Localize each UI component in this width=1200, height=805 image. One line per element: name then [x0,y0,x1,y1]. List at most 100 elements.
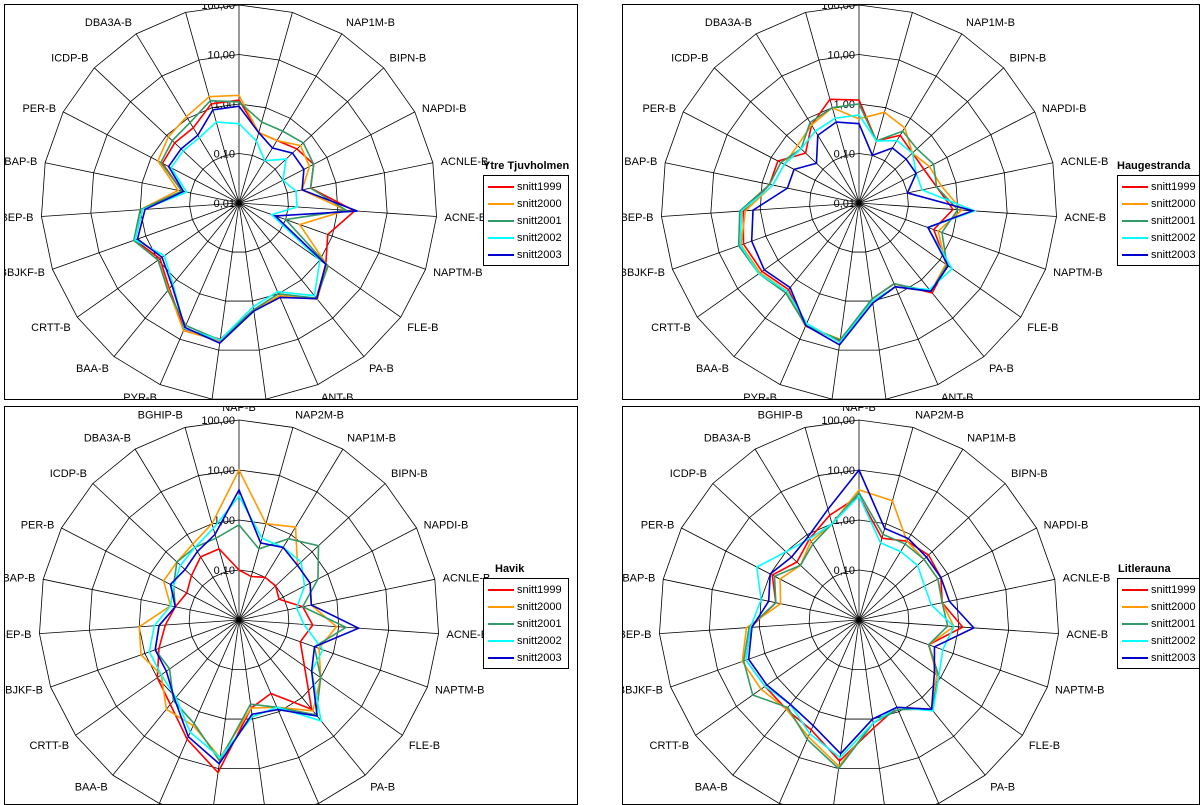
legend-label: snitt2003 [1151,248,1196,261]
grid-ring [39,419,439,804]
spoke [858,483,1006,621]
category-label: CRTT-B [651,322,691,334]
spoke [238,483,386,621]
spoke [45,162,240,204]
radial-tick-label: 10,00 [207,50,235,62]
radial-tick-label: 100,00 [201,415,235,427]
spoke [238,202,365,357]
radar-panel-haugestranda: 0,010,101,0010,00100,00NAP-BNAP2M-BNAP1M… [622,4,1200,400]
category-label: NAPDI-B [1044,519,1089,531]
series-line-snitt2003 [154,488,361,766]
spoke [665,162,860,204]
legend-item-snitt2001: snitt2001 [1122,615,1198,632]
legend-swatch [1122,622,1148,625]
legend-label: snitt2001 [517,214,562,227]
category-label: FLE-B [1029,740,1060,752]
spoke [238,578,435,621]
category-label: BGHIP-B [758,5,803,7]
category-label: PA-B [990,781,1015,793]
grid-ring [90,54,388,351]
radial-tick-label: 0,10 [214,565,235,577]
category-label: NAP2M-B [915,5,964,7]
category-label: NAP1M-B [966,17,1015,29]
spoke [732,619,860,776]
legend-swatch [488,588,514,591]
legend-item-snitt2000: snitt2000 [1122,598,1198,615]
category-label: NAP1M-B [347,432,396,444]
legend-label: snitt1999 [517,583,562,596]
spoke [238,12,293,204]
grid-ring [661,5,1057,399]
category-label: ICDP-B [51,52,88,64]
series-line-snitt2002 [134,121,321,341]
category-label: BGHIP-B [138,410,183,422]
series-line-snitt2001 [742,491,949,770]
spoke [858,619,940,804]
legend: snitt1999 snitt2000 snitt2001 snitt2002 snit… [483,175,569,266]
spoke [858,33,963,204]
legend-swatch [1122,219,1148,222]
grid-ring [708,469,1010,770]
category-label: ACNE-B [1067,629,1109,641]
legend-label: snitt2000 [517,197,562,210]
legend-item-snitt2003: snitt2003 [1122,246,1198,263]
radial-tick-label: 100,00 [201,5,235,12]
legend-swatch [1122,236,1148,239]
category-label: NAPDI-B [422,103,467,115]
spoke [695,619,860,736]
category-label: NAP1M-B [967,432,1016,444]
spoke [733,202,860,357]
spoke [158,619,240,804]
category-label: ACNLE-B [1061,156,1109,168]
legend-item-snitt2001: snitt2001 [488,212,564,229]
legend: snitt1999 snitt2000 snitt2001 snitt2002 snit… [1117,175,1199,266]
spoke [858,527,1037,621]
legend-item-snitt1999: snitt1999 [488,178,564,195]
category-label: BIPN-B [1010,52,1047,64]
spoke [63,111,240,204]
category-label: DBA3A-B [704,432,751,444]
radar-panel-havik: 0,10 1,00 10,00 100,00 NAP-B NAP2M-B NAP1M-B BI… [4,406,578,805]
legend-label: snitt2002 [517,231,562,244]
legend-label: snitt1999 [1151,583,1196,596]
legend-swatch [488,253,514,256]
spoke [52,202,240,270]
series-line-snitt1999 [134,99,357,341]
series-line-snitt1999 [742,98,955,342]
spoke [661,202,860,217]
spoke [858,12,913,204]
spoke [858,202,939,385]
spoke [683,111,860,204]
category-label: BGHIP-B [758,410,803,422]
legend-label: snitt1999 [517,180,562,193]
spoke [238,619,265,804]
category-label: NAPDI-B [424,519,469,531]
spoke [778,619,860,804]
category-label: BEP-B [623,629,651,641]
legend-label: snitt2003 [517,248,562,261]
spoke [755,33,860,204]
radial-tick-label: 10,00 [207,465,235,477]
spoke [659,619,860,635]
legend-label: snitt2001 [517,617,562,630]
legend-item-snitt2001: snitt2001 [488,615,564,632]
legend-label: snitt2001 [1151,617,1196,630]
spoke [714,67,860,204]
category-label: NAP2M-B [915,410,964,422]
legend-swatch [1122,588,1148,591]
category-label: NAPTM-B [435,685,485,697]
legend-item-snitt1999: snitt1999 [1122,178,1198,195]
category-label: CRTT-B [30,740,70,752]
legend-title: Haugestranda [1117,160,1191,172]
radial-tick-label: 0,01 [214,198,235,210]
category-label: BAP-B [5,573,35,585]
category-label: ACNE-B [447,629,489,641]
category-label: CRTT-B [31,322,71,334]
legend-label: snitt2000 [517,600,562,613]
legend-item-snitt2001: snitt2001 [1122,212,1198,229]
legend-swatch [488,202,514,205]
category-label: BIPN-B [390,52,427,64]
spoke [670,619,860,688]
category-label: PER-B [22,103,56,115]
radar-panel-ytre-tjuvholmen: 0,010,101,0010,00100,00NAP-BNAP2M-BNAP1M… [4,4,578,400]
